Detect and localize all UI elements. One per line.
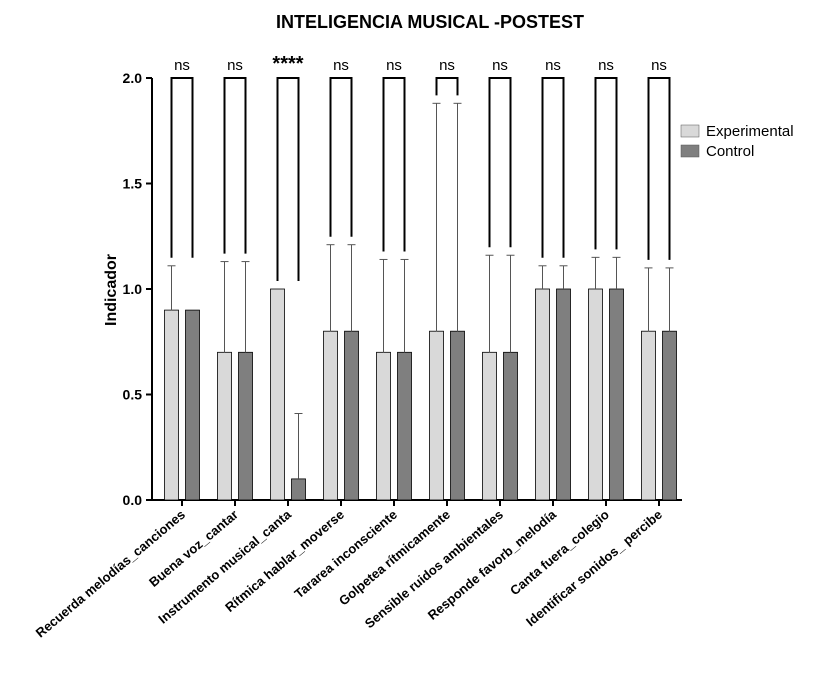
bar [217,351,232,501]
bar [164,309,179,501]
y-tick-label: 1.5 [123,176,143,192]
significance-bracket [594,77,618,250]
bar [185,309,200,501]
bar [503,351,518,501]
bar [429,330,444,501]
significance-label: ns [651,57,667,74]
bar [376,351,391,501]
significance-label: **** [272,53,303,75]
bar [641,330,656,501]
significance-bracket [647,77,671,260]
significance-label: ns [386,57,402,74]
legend-swatch [680,124,700,138]
bar [270,288,285,501]
significance-bracket [329,77,353,237]
bar [482,351,497,501]
significance-bracket [435,77,459,96]
legend: Experimental Control [680,123,794,160]
significance-bracket [223,77,247,254]
x-tick-label: Buena voz_cantar [146,507,241,590]
bar [344,330,359,501]
chart-title: INTELIGENCIA MUSICAL -POSTEST [276,12,584,32]
significance-label: ns [174,57,190,74]
significance-bracket [276,77,300,281]
bar [588,288,603,501]
bar [609,288,624,501]
x-tick-label: Canta fuera_colegio [507,507,612,598]
bar [238,351,253,501]
significance-bracket [488,77,512,248]
bar [397,351,412,501]
x-tick-label: Tararea inconsciente [291,507,400,601]
bar [323,330,338,501]
significance-label: ns [439,57,455,74]
significance-bracket [382,77,406,252]
legend-swatch [680,144,700,158]
significance-label: ns [227,57,243,74]
bar [450,330,465,501]
significance-bracket [170,77,194,258]
bars [164,288,677,501]
significance-label: ns [545,57,561,74]
significance-brackets: ns ns **** ns ns ns ns ns ns ns [170,53,671,281]
y-tick-label: 1.0 [123,281,143,297]
legend-label: Experimental [706,123,794,140]
significance-label: ns [598,57,614,74]
legend-label: Control [706,143,754,160]
bar [556,288,571,501]
bar [535,288,550,501]
y-tick-label: 0.5 [123,387,143,403]
y-tick-label: 0.0 [123,492,143,508]
error-bars [167,102,674,479]
bar [291,478,306,501]
y-tick-label: 2.0 [123,70,143,86]
significance-label: ns [333,57,349,74]
significance-bracket [541,77,565,258]
significance-label: ns [492,57,508,74]
bar [662,330,677,501]
y-axis-label: Indicador [103,254,120,326]
